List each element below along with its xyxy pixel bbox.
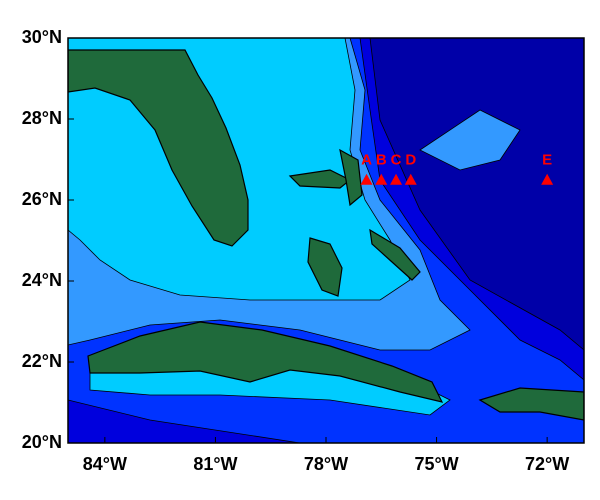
station-marker	[404, 173, 417, 185]
station-label: E	[542, 152, 552, 169]
station-marker	[375, 173, 388, 185]
station-label: D	[405, 152, 416, 169]
x-tick-label: 72°W	[525, 454, 569, 474]
x-tick-label: 78°W	[304, 454, 348, 474]
y-tick-label: 24°N	[22, 270, 62, 290]
station-label: C	[391, 152, 402, 169]
station-marker	[390, 173, 403, 185]
x-tick-label: 81°W	[193, 454, 237, 474]
islands	[369, 228, 421, 281]
x-tick-label: 84°W	[83, 454, 127, 474]
x-tick-label: 75°W	[414, 454, 458, 474]
florida	[68, 49, 249, 247]
y-tick-label: 30°N	[22, 27, 62, 47]
land	[68, 49, 584, 421]
station-label: B	[376, 152, 387, 169]
station-marker	[360, 173, 373, 185]
abaco	[339, 148, 363, 207]
y-tick-label: 28°N	[22, 108, 62, 128]
cuba	[87, 321, 444, 403]
andros	[307, 237, 343, 297]
grand-bahama	[288, 169, 352, 189]
station-marker	[541, 173, 554, 185]
y-tick-label: 20°N	[22, 432, 62, 452]
y-tick-label: 22°N	[22, 351, 62, 371]
station-label: A	[361, 152, 372, 169]
hispaniola	[478, 387, 584, 421]
y-tick-label: 26°N	[22, 189, 62, 209]
